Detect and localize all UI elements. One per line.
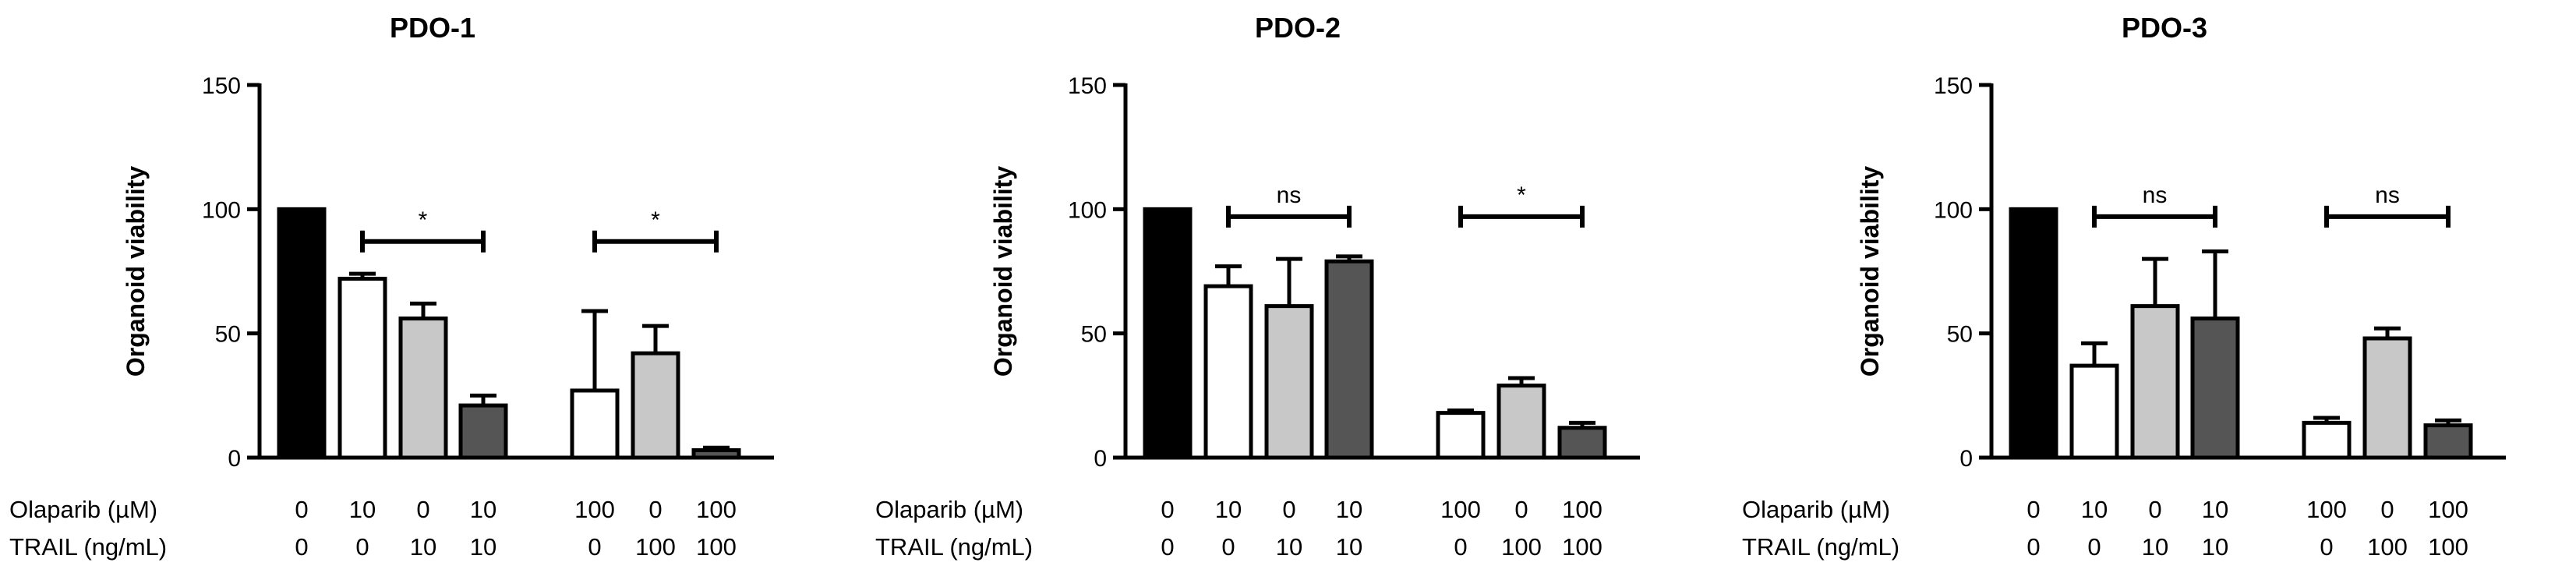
olaparib-value: 0 bbox=[2148, 496, 2161, 523]
olaparib-value: 0 bbox=[1514, 496, 1528, 523]
bar bbox=[2130, 304, 2180, 460]
significance-label: * bbox=[651, 207, 660, 233]
significance-label: ns bbox=[2375, 182, 2400, 208]
y-tick-label: 100 bbox=[1068, 197, 1107, 223]
trail-value: 100 bbox=[2367, 533, 2408, 561]
y-axis-label: Organoid viability bbox=[989, 166, 1017, 377]
trail-value: 10 bbox=[470, 533, 496, 561]
trail-value: 0 bbox=[2087, 533, 2101, 561]
y-tick-label: 150 bbox=[1934, 73, 1973, 99]
trail-value: 10 bbox=[1276, 533, 1302, 561]
bar bbox=[277, 207, 327, 460]
significance-label: * bbox=[1517, 182, 1526, 208]
olaparib-row-label: Olaparib (µM) bbox=[875, 496, 1023, 523]
trail-value: 0 bbox=[2027, 533, 2040, 561]
bar bbox=[570, 388, 620, 460]
bar bbox=[2423, 423, 2473, 460]
trail-value: 0 bbox=[1454, 533, 1467, 561]
olaparib-row-label: Olaparib (µM) bbox=[9, 496, 157, 523]
olaparib-value: 0 bbox=[2380, 496, 2394, 523]
bar bbox=[1436, 411, 1486, 460]
trail-value: 10 bbox=[2202, 533, 2228, 561]
chart-title: PDO-1 bbox=[390, 12, 475, 44]
olaparib-row-label: Olaparib (µM) bbox=[1742, 496, 1890, 523]
olaparib-value: 10 bbox=[470, 496, 496, 523]
y-tick-label: 0 bbox=[1959, 446, 1973, 472]
significance-label: ns bbox=[2143, 182, 2168, 208]
y-tick-label: 50 bbox=[1081, 322, 1107, 348]
bar bbox=[337, 277, 387, 460]
trail-value: 0 bbox=[295, 533, 308, 561]
trail-value: 0 bbox=[355, 533, 369, 561]
olaparib-value: 100 bbox=[696, 496, 737, 523]
olaparib-value: 0 bbox=[1161, 496, 1174, 523]
bar bbox=[631, 351, 680, 460]
y-axis-label: Organoid viability bbox=[122, 166, 150, 377]
olaparib-value: 10 bbox=[2081, 496, 2108, 523]
trail-value: 10 bbox=[410, 533, 436, 561]
bar bbox=[2069, 363, 2119, 460]
bar bbox=[1496, 384, 1546, 460]
trail-value: 0 bbox=[1161, 533, 1174, 561]
olaparib-value: 0 bbox=[2027, 496, 2040, 523]
bar bbox=[1264, 304, 1314, 460]
olaparib-value: 0 bbox=[416, 496, 429, 523]
y-tick-label: 150 bbox=[202, 73, 241, 99]
y-tick-label: 50 bbox=[1947, 322, 1973, 348]
trail-value: 100 bbox=[1501, 533, 1542, 561]
trail-value: 10 bbox=[2142, 533, 2168, 561]
olaparib-value: 10 bbox=[1336, 496, 1362, 523]
y-axis-label: Organoid viability bbox=[1856, 166, 1884, 377]
bar bbox=[458, 403, 508, 460]
trail-value: 100 bbox=[2428, 533, 2468, 561]
olaparib-value: 0 bbox=[648, 496, 662, 523]
y-tick-label: 0 bbox=[228, 446, 241, 472]
bar bbox=[1324, 259, 1374, 460]
olaparib-value: 0 bbox=[295, 496, 308, 523]
bar bbox=[2362, 336, 2412, 460]
trail-row-label: TRAIL (ng/mL) bbox=[875, 533, 1033, 561]
olaparib-value: 100 bbox=[1562, 496, 1602, 523]
olaparib-value: 100 bbox=[1440, 496, 1481, 523]
olaparib-value: 100 bbox=[2306, 496, 2347, 523]
trail-value: 100 bbox=[696, 533, 737, 561]
olaparib-value: 100 bbox=[574, 496, 615, 523]
trail-value: 0 bbox=[1221, 533, 1235, 561]
significance-label: ns bbox=[1277, 182, 1302, 208]
bar bbox=[2302, 420, 2352, 460]
y-tick-label: 50 bbox=[215, 322, 241, 348]
olaparib-value: 10 bbox=[1215, 496, 1242, 523]
trail-value: 10 bbox=[1336, 533, 1362, 561]
y-tick-label: 100 bbox=[202, 197, 241, 223]
y-tick-label: 0 bbox=[1094, 446, 1107, 472]
olaparib-value: 100 bbox=[2428, 496, 2468, 523]
y-tick-label: 150 bbox=[1068, 73, 1107, 99]
trail-value: 0 bbox=[2320, 533, 2333, 561]
bar bbox=[1203, 284, 1253, 460]
bar bbox=[691, 447, 741, 460]
bar bbox=[1557, 426, 1607, 460]
chart-title: PDO-2 bbox=[1255, 12, 1341, 44]
y-tick-label: 100 bbox=[1934, 197, 1973, 223]
trail-value: 0 bbox=[588, 533, 601, 561]
olaparib-value: 10 bbox=[349, 496, 376, 523]
bar bbox=[2190, 317, 2240, 460]
trail-value: 100 bbox=[635, 533, 676, 561]
chart-title: PDO-3 bbox=[2122, 12, 2207, 44]
bar bbox=[2009, 207, 2058, 460]
bar bbox=[1143, 207, 1193, 460]
trail-row-label: TRAIL (ng/mL) bbox=[1742, 533, 1899, 561]
trail-row-label: TRAIL (ng/mL) bbox=[9, 533, 167, 561]
olaparib-value: 0 bbox=[1282, 496, 1295, 523]
bar bbox=[398, 317, 448, 460]
trail-value: 100 bbox=[1562, 533, 1602, 561]
significance-label: * bbox=[419, 207, 428, 233]
olaparib-value: 10 bbox=[2202, 496, 2228, 523]
